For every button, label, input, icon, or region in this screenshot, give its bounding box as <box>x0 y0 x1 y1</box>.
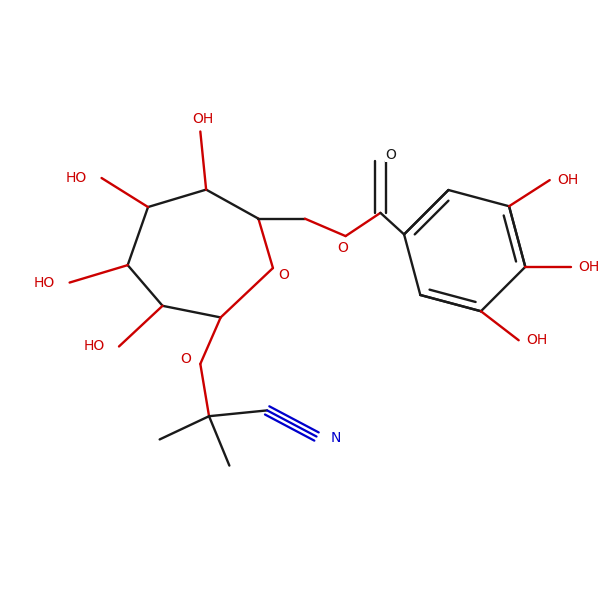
Text: OH: OH <box>193 112 214 126</box>
Text: HO: HO <box>34 275 55 290</box>
Text: N: N <box>331 431 341 445</box>
Text: O: O <box>337 241 348 255</box>
Text: OH: OH <box>578 260 600 274</box>
Text: O: O <box>278 268 289 282</box>
Text: HO: HO <box>83 340 104 353</box>
Text: O: O <box>181 352 191 366</box>
Text: OH: OH <box>557 173 579 187</box>
Text: O: O <box>385 148 397 162</box>
Text: OH: OH <box>527 333 548 347</box>
Text: HO: HO <box>66 171 87 185</box>
